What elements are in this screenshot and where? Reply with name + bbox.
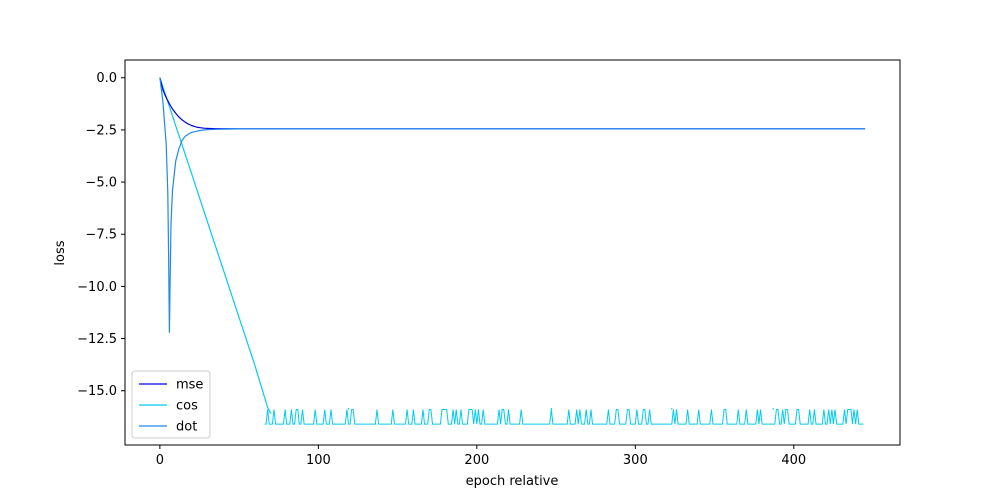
- y-tick-label: −12.5: [77, 332, 117, 347]
- y-tick-label: −10.0: [77, 280, 117, 295]
- y-tick-label: 0.0: [96, 71, 117, 86]
- y-axis-label: loss: [53, 240, 68, 265]
- y-tick-label: −5.0: [85, 176, 117, 191]
- legend-label-mse: mse: [176, 378, 203, 393]
- x-tick-label: 300: [623, 453, 648, 468]
- x-tick-label: 100: [306, 453, 331, 468]
- x-tick-label: 0: [156, 453, 164, 468]
- x-tick-label: 200: [464, 453, 489, 468]
- y-tick-label: −15.0: [77, 384, 117, 399]
- x-tick-label: 400: [781, 453, 806, 468]
- legend-label-cos: cos: [176, 399, 198, 414]
- legend-label-dot: dot: [176, 420, 197, 435]
- series-layer: [159, 77, 866, 425]
- series-line-cos: [159, 77, 272, 414]
- y-axis: 0.0 −2.5 −5.0 −7.5 −10.0 −12.5 −15.0: [77, 71, 125, 399]
- x-axis-label: epoch relative: [466, 474, 559, 489]
- y-tick-label: −2.5: [85, 123, 117, 138]
- legend: mse cos dot: [131, 370, 211, 439]
- series-spikes-cos: [264, 409, 864, 425]
- y-tick-label: −7.5: [85, 228, 117, 243]
- x-axis: 0 100 200 300 400: [156, 445, 806, 468]
- plot-frame: [124, 59, 901, 446]
- legend-box: [131, 370, 211, 439]
- series-line-dot: [159, 77, 866, 333]
